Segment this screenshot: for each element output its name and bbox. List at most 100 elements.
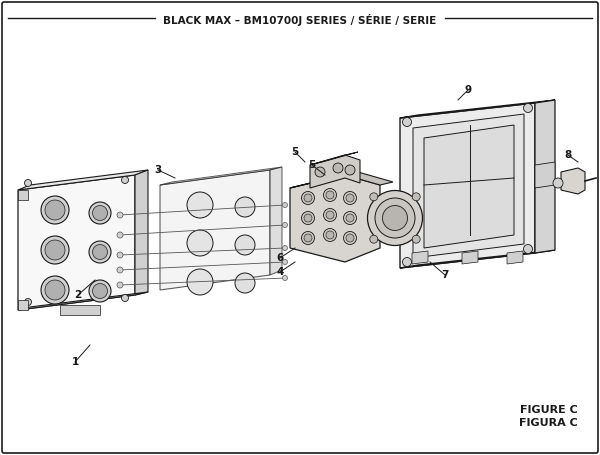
Ellipse shape [283,275,287,280]
Polygon shape [400,103,535,268]
Ellipse shape [367,191,422,246]
Ellipse shape [343,212,356,224]
Polygon shape [135,170,148,295]
Ellipse shape [117,212,123,218]
Ellipse shape [92,206,107,221]
Ellipse shape [121,177,128,183]
Text: FIGURE C: FIGURE C [520,405,578,415]
Text: 6: 6 [277,253,284,263]
Ellipse shape [375,198,415,238]
Polygon shape [535,162,555,188]
Polygon shape [412,251,428,264]
Polygon shape [310,152,358,165]
Ellipse shape [326,231,334,239]
Ellipse shape [92,283,107,298]
Ellipse shape [346,194,354,202]
Ellipse shape [302,232,314,244]
Polygon shape [561,168,585,194]
Ellipse shape [345,165,355,175]
Ellipse shape [235,235,255,255]
Text: 1: 1 [71,357,79,367]
Ellipse shape [346,234,354,242]
Ellipse shape [89,241,111,263]
Polygon shape [18,170,148,190]
Ellipse shape [283,202,287,207]
Polygon shape [160,167,282,185]
Ellipse shape [41,196,69,224]
Ellipse shape [304,194,312,202]
Text: 2: 2 [74,290,82,300]
Polygon shape [400,250,555,268]
Ellipse shape [117,232,123,238]
Ellipse shape [117,282,123,288]
Ellipse shape [323,228,337,242]
Polygon shape [60,305,100,315]
Ellipse shape [315,167,325,177]
Ellipse shape [343,232,356,244]
Text: 3: 3 [154,165,161,175]
Ellipse shape [45,200,65,220]
Text: 5: 5 [292,147,299,157]
Ellipse shape [412,193,420,201]
Ellipse shape [383,206,407,231]
Polygon shape [160,170,270,290]
Ellipse shape [41,276,69,304]
Polygon shape [462,251,478,264]
Ellipse shape [323,208,337,222]
Polygon shape [310,155,360,188]
Text: FIGURA C: FIGURA C [519,418,578,428]
Polygon shape [18,190,28,200]
Ellipse shape [187,192,213,218]
Ellipse shape [370,235,378,243]
Ellipse shape [283,246,287,251]
Text: 4: 4 [277,267,284,277]
Text: 7: 7 [442,270,449,280]
Ellipse shape [283,259,287,264]
Ellipse shape [117,252,123,258]
Polygon shape [535,100,555,253]
Ellipse shape [187,269,213,295]
Ellipse shape [117,267,123,273]
Polygon shape [507,251,523,264]
Ellipse shape [403,258,412,267]
Ellipse shape [89,280,111,302]
Ellipse shape [323,188,337,202]
Ellipse shape [553,178,563,188]
Ellipse shape [25,180,32,187]
Ellipse shape [25,298,32,305]
Ellipse shape [283,222,287,228]
Ellipse shape [235,273,255,293]
Polygon shape [413,114,524,258]
Ellipse shape [333,163,343,173]
Ellipse shape [92,244,107,259]
Polygon shape [18,292,148,310]
Ellipse shape [523,244,533,253]
Ellipse shape [326,211,334,219]
Ellipse shape [121,294,128,302]
Ellipse shape [302,212,314,224]
Text: 5: 5 [308,160,316,170]
Ellipse shape [304,214,312,222]
Ellipse shape [45,280,65,300]
Polygon shape [424,125,514,248]
Polygon shape [270,167,282,275]
Ellipse shape [304,234,312,242]
Ellipse shape [89,202,111,224]
Ellipse shape [235,197,255,217]
Polygon shape [400,100,555,118]
Polygon shape [18,175,135,310]
Text: 8: 8 [565,150,572,160]
Ellipse shape [370,193,378,201]
Ellipse shape [45,240,65,260]
Ellipse shape [302,192,314,204]
Ellipse shape [343,192,356,204]
Ellipse shape [403,117,412,126]
Polygon shape [18,300,28,310]
Ellipse shape [412,235,420,243]
Polygon shape [290,172,358,188]
Polygon shape [290,175,380,262]
Ellipse shape [41,236,69,264]
Polygon shape [345,172,393,185]
Ellipse shape [523,103,533,112]
Ellipse shape [187,230,213,256]
